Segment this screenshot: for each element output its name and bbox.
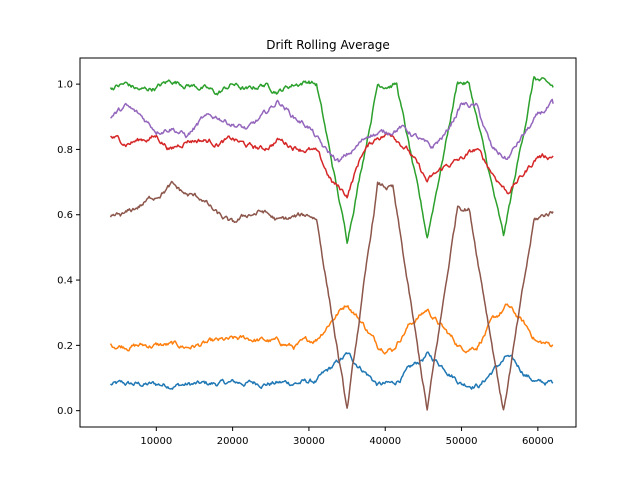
series-line-5 bbox=[110, 98, 554, 163]
series-line-6 bbox=[109, 180, 554, 411]
y-tick-label: 0.4 bbox=[57, 276, 73, 287]
y-axis: 0.0 0.2 0.4 0.6 0.8 1.0 bbox=[57, 80, 80, 417]
plot-frame bbox=[79, 57, 577, 428]
series-line-1 bbox=[110, 351, 554, 390]
plot-lines bbox=[109, 76, 554, 411]
y-tick-label: 0.8 bbox=[57, 145, 73, 156]
x-tick-label: 60000 bbox=[522, 436, 554, 447]
y-tick-label: 1.0 bbox=[57, 80, 73, 91]
series-line-4 bbox=[110, 132, 554, 199]
x-tick-label: 20000 bbox=[217, 436, 249, 447]
chart-title: Drift Rolling Average bbox=[266, 38, 390, 52]
x-tick-label: 10000 bbox=[140, 436, 172, 447]
series-line-2 bbox=[109, 303, 554, 355]
series-line-3 bbox=[109, 76, 554, 244]
y-tick-label: 0.6 bbox=[57, 210, 73, 221]
x-tick-label: 40000 bbox=[369, 436, 401, 447]
x-tick-label: 30000 bbox=[293, 436, 325, 447]
x-axis: 10000 20000 30000 40000 50000 60000 bbox=[140, 427, 554, 447]
y-tick-label: 0.2 bbox=[57, 341, 73, 352]
y-tick-label: 0.0 bbox=[57, 406, 73, 417]
x-tick-label: 50000 bbox=[446, 436, 478, 447]
